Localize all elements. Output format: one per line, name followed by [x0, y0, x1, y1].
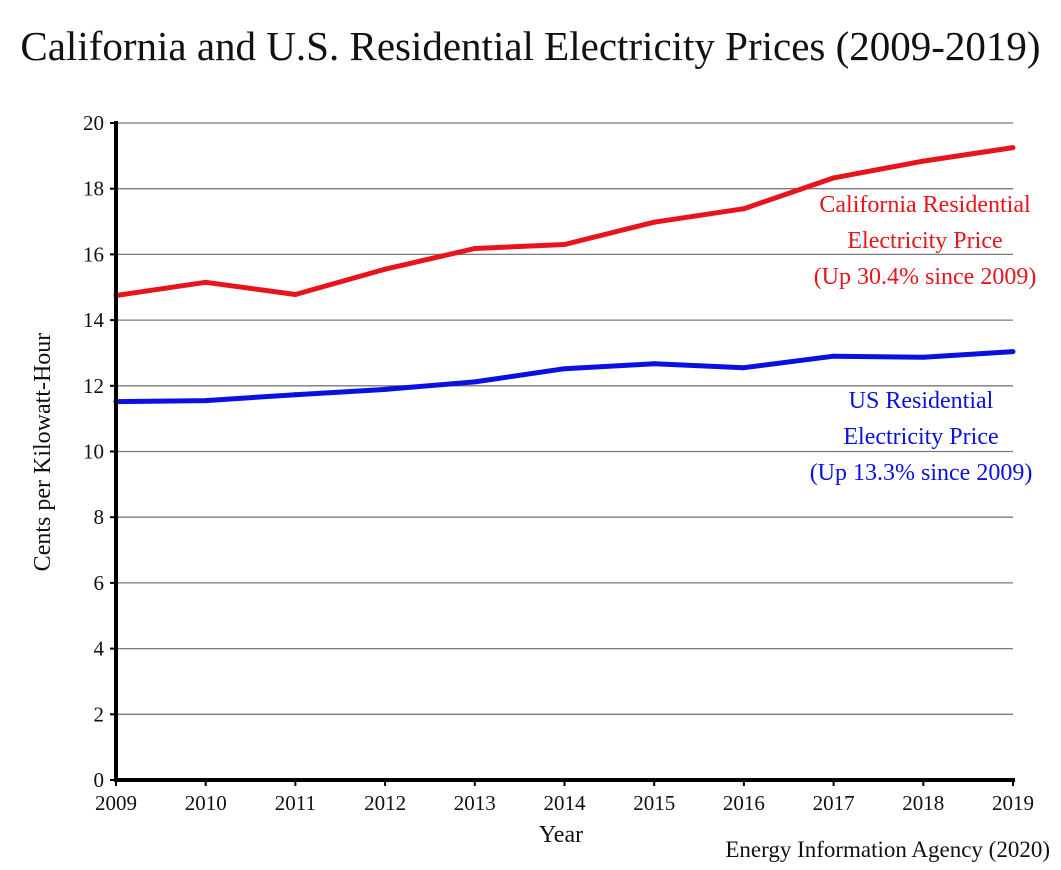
data-point-us	[741, 365, 747, 371]
y-tick-label: 6	[94, 571, 105, 595]
y-tick-label: 2	[94, 702, 105, 726]
annotation-us-line: Electricity Price	[843, 424, 998, 450]
annotation-us-line: (Up 13.3% since 2009)	[810, 460, 1033, 486]
data-point-us	[920, 354, 926, 360]
x-tick-label: 2019	[992, 791, 1034, 815]
annotation-california-line: (Up 30.4% since 2009)	[814, 264, 1037, 290]
x-tick-label: 2018	[902, 791, 944, 815]
chart-title: California and U.S. Residential Electric…	[20, 23, 1041, 69]
data-point-us	[562, 366, 567, 372]
data-point-us	[831, 353, 837, 359]
data-point-california	[741, 206, 747, 212]
series-lines	[113, 145, 1016, 405]
y-tick-label: 10	[83, 440, 104, 464]
annotation-us-line: US Residential	[849, 388, 994, 414]
y-tick-label: 8	[94, 505, 105, 529]
data-point-us	[651, 361, 657, 367]
x-tick-label: 2009	[95, 791, 137, 815]
data-point-california	[472, 245, 478, 251]
data-point-us	[203, 398, 209, 404]
y-tick-label: 4	[94, 637, 105, 661]
data-point-california	[382, 266, 388, 272]
y-tick-label: 20	[83, 111, 104, 135]
axes	[110, 121, 1015, 786]
data-point-california	[292, 291, 298, 297]
x-tick-label: 2012	[364, 791, 406, 815]
y-tick-label: 14	[83, 308, 105, 332]
x-tick-label: 2016	[723, 791, 765, 815]
y-tick-label: 18	[83, 177, 104, 201]
data-point-us	[382, 386, 388, 392]
data-point-us	[292, 392, 298, 398]
source-note: Energy Information Agency (2020)	[725, 837, 1050, 862]
y-tick-label: 0	[94, 768, 105, 792]
annotation-california-line: California Residential	[819, 192, 1031, 218]
tick-labels: 0 2 4 6 8 10 12 14 16 18 20 2009 2010 2011 2012 2013 201…	[83, 111, 1034, 815]
gridlines	[116, 122, 1013, 715]
data-point-us	[472, 379, 478, 385]
x-tick-label: 2010	[185, 791, 227, 815]
x-tick-label: 2011	[275, 791, 316, 815]
data-point-california	[920, 158, 926, 164]
data-point-california	[651, 219, 657, 225]
data-point-california	[203, 279, 209, 285]
y-tick-label: 12	[83, 374, 104, 398]
x-axis-title: Year	[539, 822, 583, 848]
data-point-california	[562, 242, 567, 248]
x-tick-label: 2013	[454, 791, 496, 815]
annotation-california-line: Electricity Price	[847, 228, 1002, 254]
x-tick-label: 2014	[544, 791, 587, 815]
data-point-california	[831, 175, 837, 181]
y-tick-label: 16	[83, 242, 104, 266]
x-tick-label: 2017	[813, 791, 855, 815]
series-annotations: California Residential Electricity Price (…	[810, 192, 1037, 486]
y-axis-title: Cents per Kilowatt-Hour	[30, 333, 56, 572]
data-point-us	[1010, 349, 1016, 355]
x-tick-label: 2015	[633, 791, 675, 815]
data-point-california	[1010, 145, 1016, 151]
